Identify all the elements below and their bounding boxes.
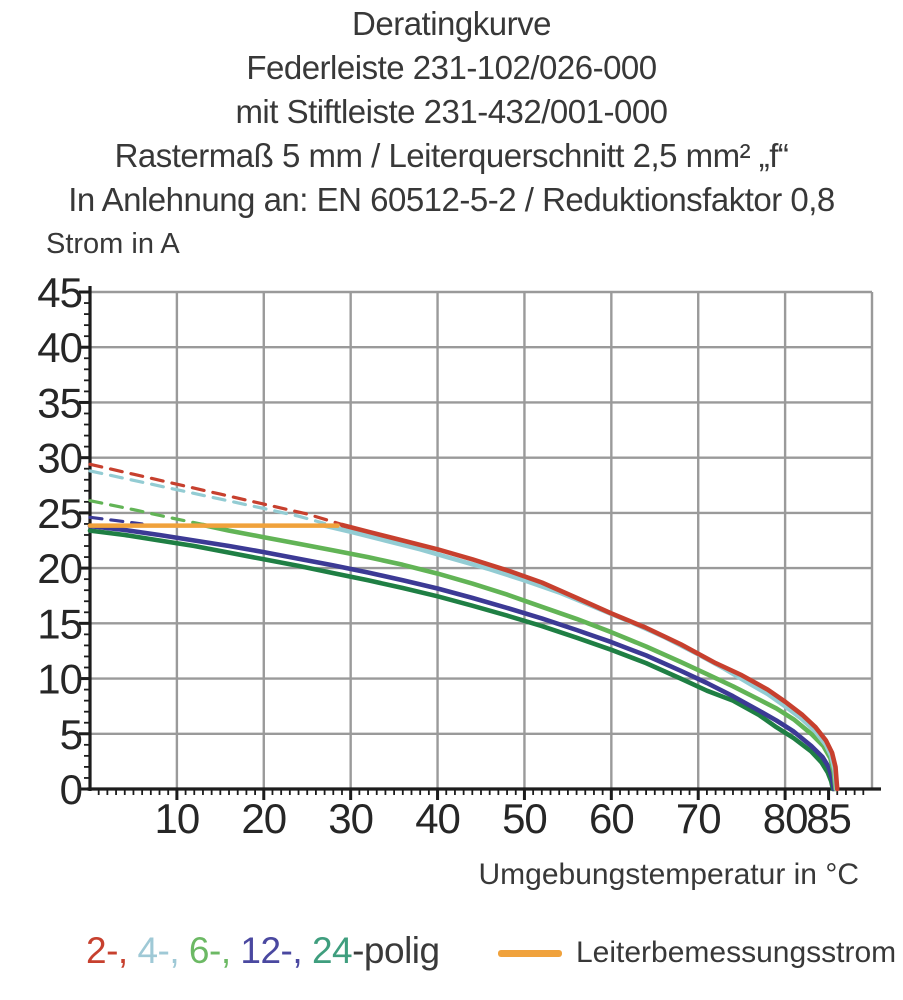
y-tick-label: 15 <box>37 600 82 647</box>
title-line-5: In Anlehnung an: EN 60512-5-2 / Reduktio… <box>68 181 835 218</box>
poles-legend-part: 24 <box>302 930 353 971</box>
poles-legend-part: -polig <box>352 930 440 971</box>
2-polig-solid-curve <box>339 522 840 792</box>
poles-legend-part: 4-, <box>127 930 180 971</box>
y-tick-label: 20 <box>37 545 82 592</box>
4-polig-dashed-curve <box>88 469 327 525</box>
6-polig-dashed-curve <box>88 499 205 527</box>
poles-legend-part: 12-, <box>230 930 303 971</box>
title-line-1: Deratingkurve <box>352 5 551 42</box>
x-tick-label: 70 <box>676 795 721 842</box>
x-tick-label: 20 <box>241 795 286 842</box>
y-tick-label: 25 <box>37 490 82 537</box>
y-tick-label: 40 <box>37 324 82 371</box>
y-axis-title: Strom in A <box>46 228 180 260</box>
poles-legend-part: 6-, <box>179 930 231 971</box>
poles-legend: 2-, 4-, 6-, 12-, 24-polig <box>86 930 440 972</box>
y-tick-label: 30 <box>37 435 82 482</box>
x-axis-title: Umgebungstemperatur in °C <box>478 858 859 891</box>
chart-title-block: Deratingkurve Federleiste 231-102/026-00… <box>0 2 903 222</box>
x-tick-label: 85 <box>806 795 851 842</box>
x-tick-label: 60 <box>589 795 634 842</box>
y-tick-label: 35 <box>37 379 82 426</box>
y-tick-label: 45 <box>37 269 82 316</box>
rated-current-line-swatch <box>498 949 562 957</box>
12-polig-solid-curve <box>87 523 837 792</box>
series-curves <box>87 462 840 792</box>
x-tick-label: 30 <box>328 795 373 842</box>
2-polig-dashed-curve <box>88 462 344 527</box>
6-polig-solid-curve <box>200 522 838 792</box>
24-polig-solid-curve <box>87 528 836 792</box>
x-tick-label: 50 <box>502 795 547 842</box>
rated-current-label: Leiterbemessungsstrom <box>576 936 897 969</box>
title-line-3: mit Stiftleiste 231-432/001-000 <box>235 93 668 130</box>
poles-legend-part: 2-, <box>86 930 128 971</box>
x-tick-label: 80 <box>763 795 808 842</box>
x-tick-label: 40 <box>415 795 460 842</box>
title-line-4: Rastermaß 5 mm / Leiterquerschnitt 2,5 m… <box>114 137 789 174</box>
axis-ticks <box>79 290 865 800</box>
rated-current-legend: Leiterbemessungsstrom <box>498 936 896 970</box>
y-tick-label: 10 <box>37 656 82 703</box>
x-tick-label: 10 <box>155 795 200 842</box>
y-tick-label: 0 <box>60 766 82 813</box>
title-line-2: Federleiste 231-102/026-000 <box>246 49 657 86</box>
12-polig-dashed-curve <box>88 515 144 526</box>
y-tick-label: 5 <box>60 711 82 758</box>
